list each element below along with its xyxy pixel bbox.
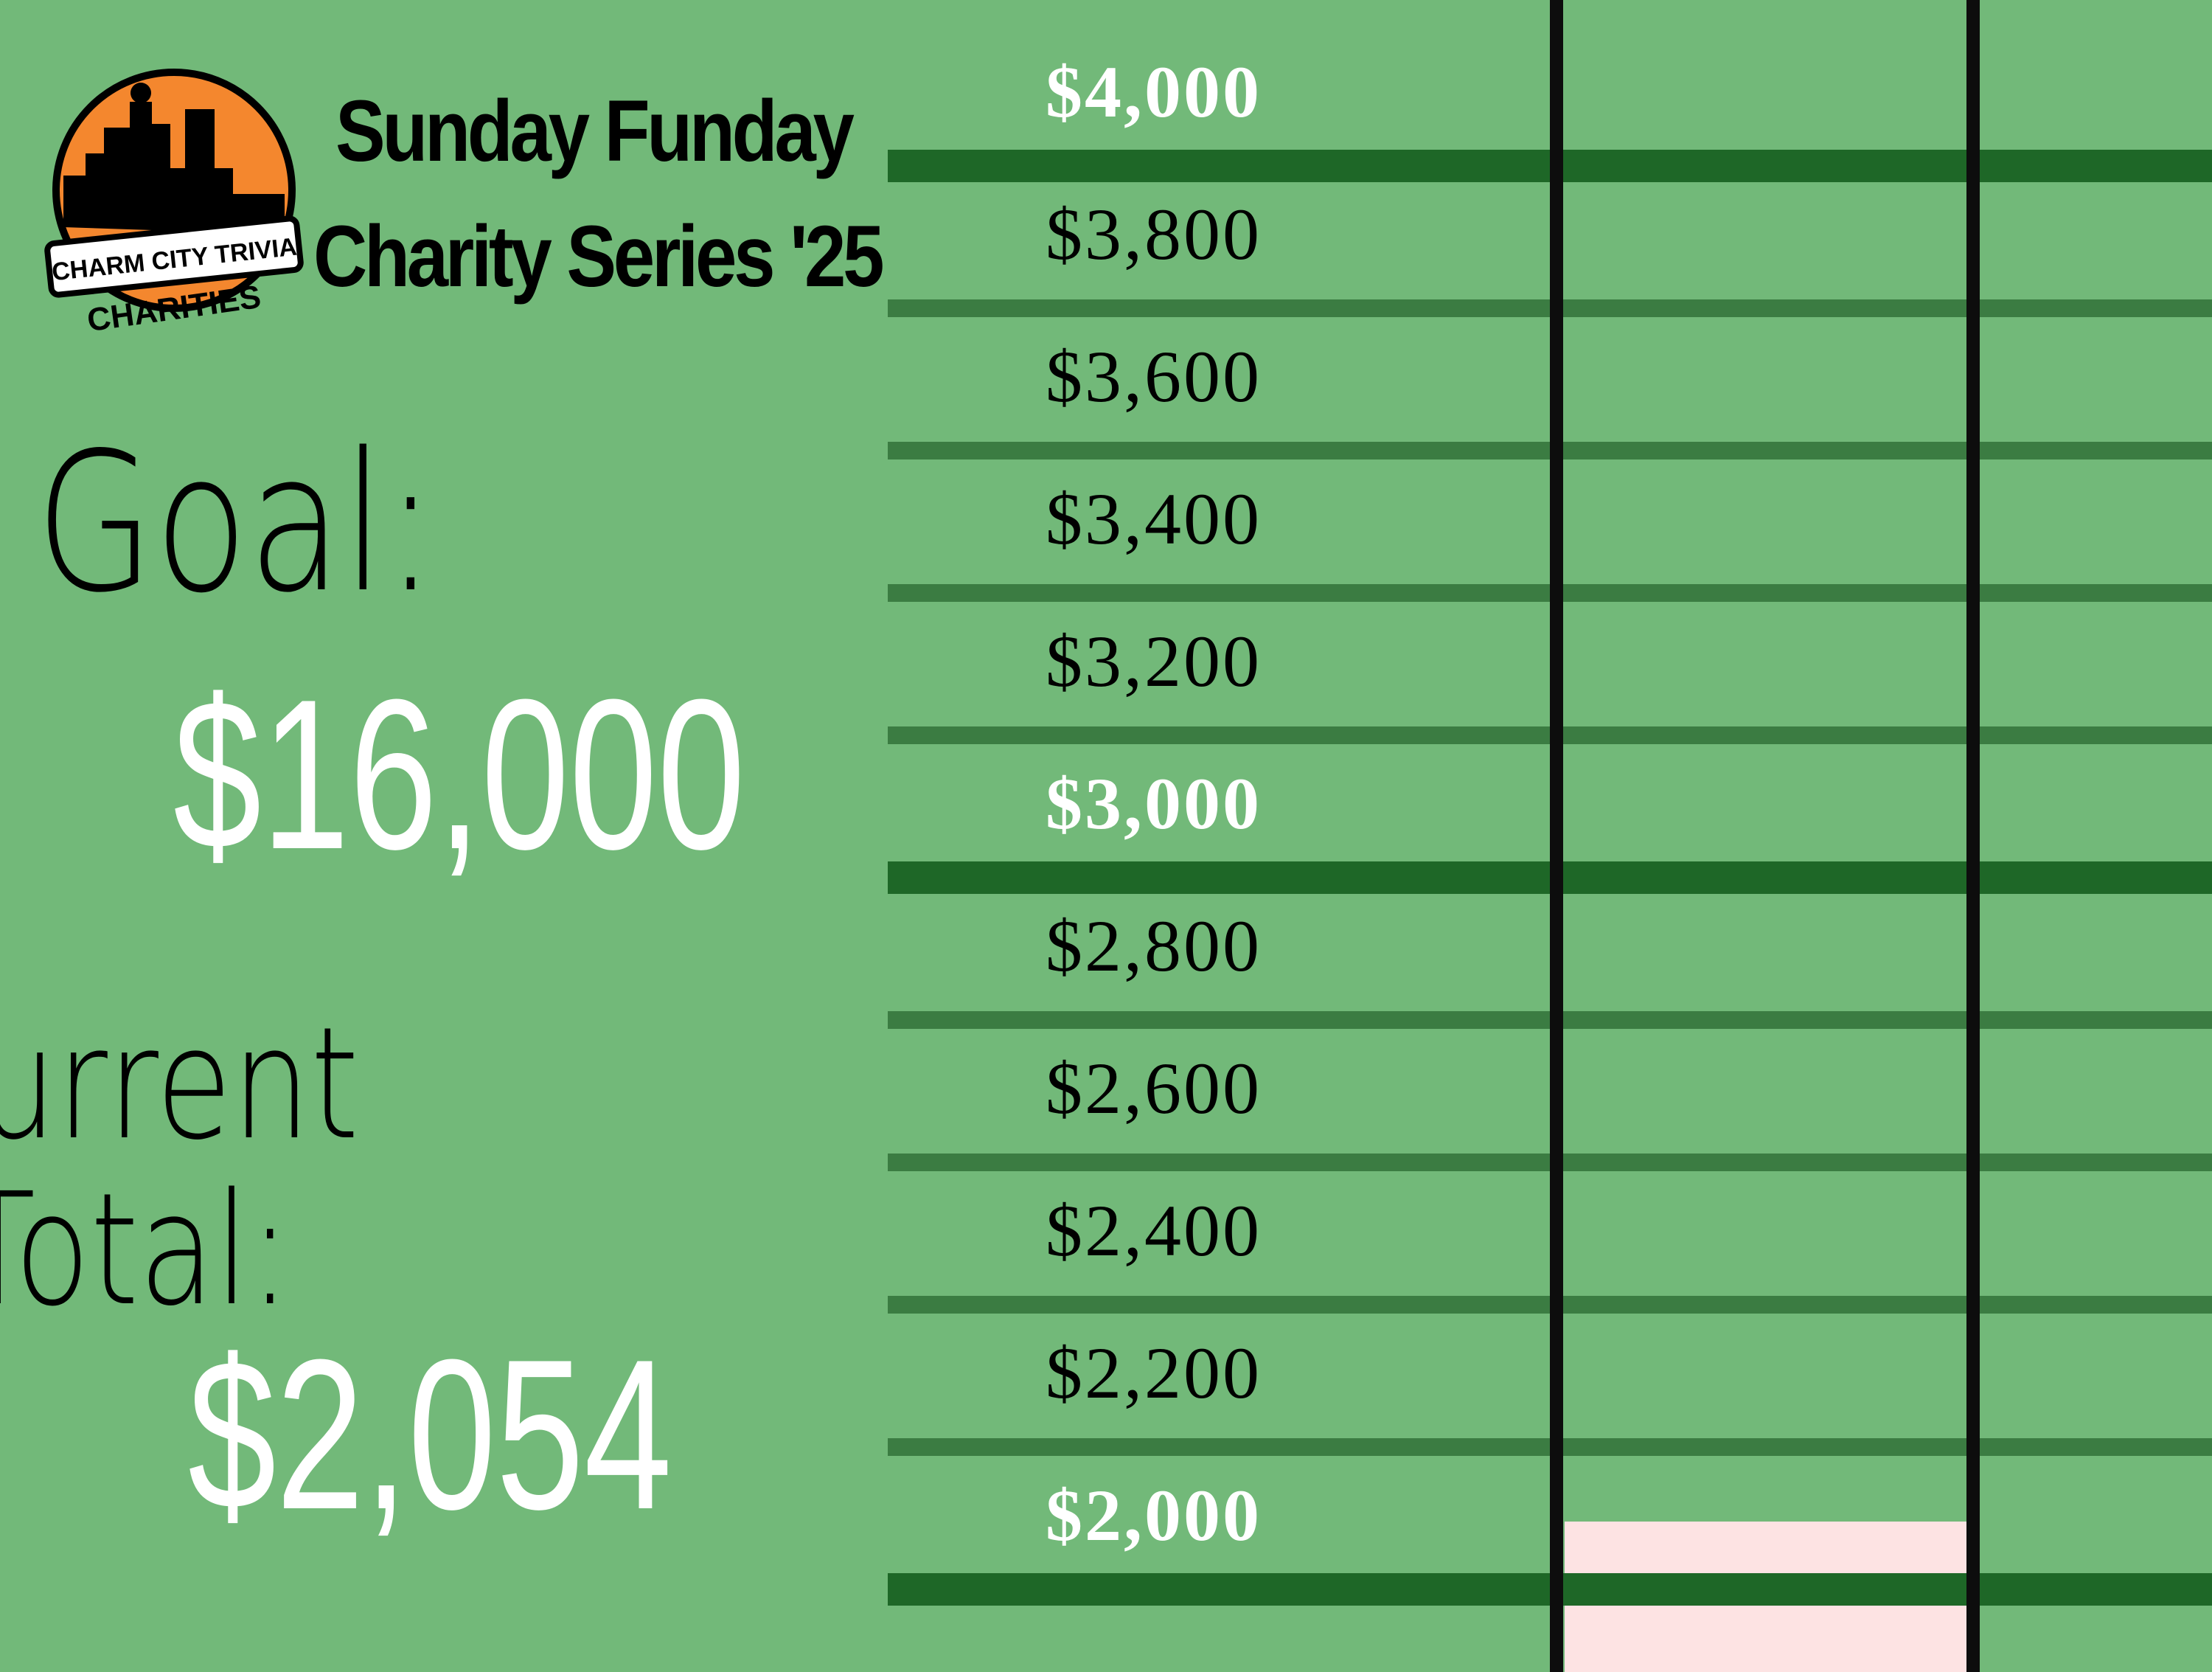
scale-tick-label: $4,000 [1046, 51, 1262, 133]
current-total-amount: $2,054 [188, 1315, 672, 1554]
charm-city-trivia-charities-logo: CHARM CITY TRIVIA CHARITIES [44, 69, 304, 338]
scale-tick-label: $3,600 [1046, 336, 1262, 417]
current-total-label-line2: Total: [0, 1159, 291, 1340]
thermometer-rail-right [1966, 0, 1980, 1672]
scale-tick-label: $3,400 [1046, 478, 1262, 560]
scale-tick-label: $3,200 [1046, 620, 1262, 702]
scale-tick-label: $3,800 [1046, 193, 1262, 275]
title-line-2: Charity Series '25 [313, 208, 885, 305]
current-total-label-line1: Current [0, 993, 359, 1174]
scale-tick-label: $2,400 [1046, 1190, 1262, 1272]
scale-tick-label: $3,000 [1046, 763, 1262, 844]
goal-label: Goal: [35, 412, 437, 635]
scale-tick-label: $2,000 [1046, 1474, 1262, 1556]
scale-tick-label: $2,800 [1046, 905, 1262, 987]
title-line-1: Sunday Funday [335, 83, 855, 180]
scale-tick-label: $2,600 [1046, 1047, 1262, 1129]
goal-amount: $16,000 [173, 655, 745, 894]
scale-tick-label: $2,200 [1046, 1332, 1262, 1414]
thermometer-rail-left [1550, 0, 1563, 1672]
